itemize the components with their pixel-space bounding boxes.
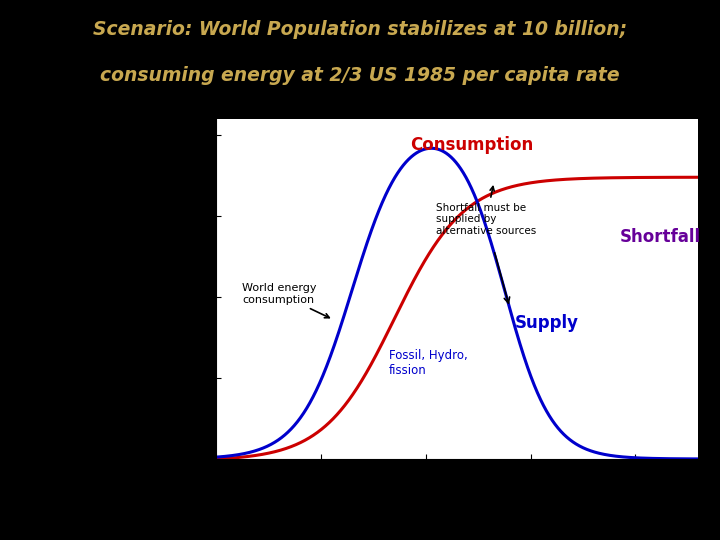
Text: Consumption: Consumption	[410, 136, 534, 153]
Text: Shortfall begins: Shortfall begins	[330, 514, 417, 524]
Text: Year (A.D.): Year (A.D.)	[342, 527, 405, 540]
Text: Fossil, Hydro,
fission: Fossil, Hydro, fission	[389, 349, 468, 377]
Text: Energy
consumption
(billion barrels
oil equiv.
per year): Energy consumption (billion barrels oil …	[112, 242, 197, 315]
Text: consuming energy at 2/3 US 1985 per capita rate: consuming energy at 2/3 US 1985 per capi…	[100, 66, 620, 85]
Text: Supply: Supply	[515, 314, 579, 332]
Text: Scenario: World Population stabilizes at 10 billion;: Scenario: World Population stabilizes at…	[93, 19, 627, 39]
Text: Now: Now	[308, 498, 333, 511]
Text: Shortfall must be
supplied by
alternative sources: Shortfall must be supplied by alternativ…	[436, 186, 536, 236]
Text: World energy
consumption: World energy consumption	[242, 283, 329, 318]
Text: Shortfall: Shortfall	[620, 228, 701, 246]
